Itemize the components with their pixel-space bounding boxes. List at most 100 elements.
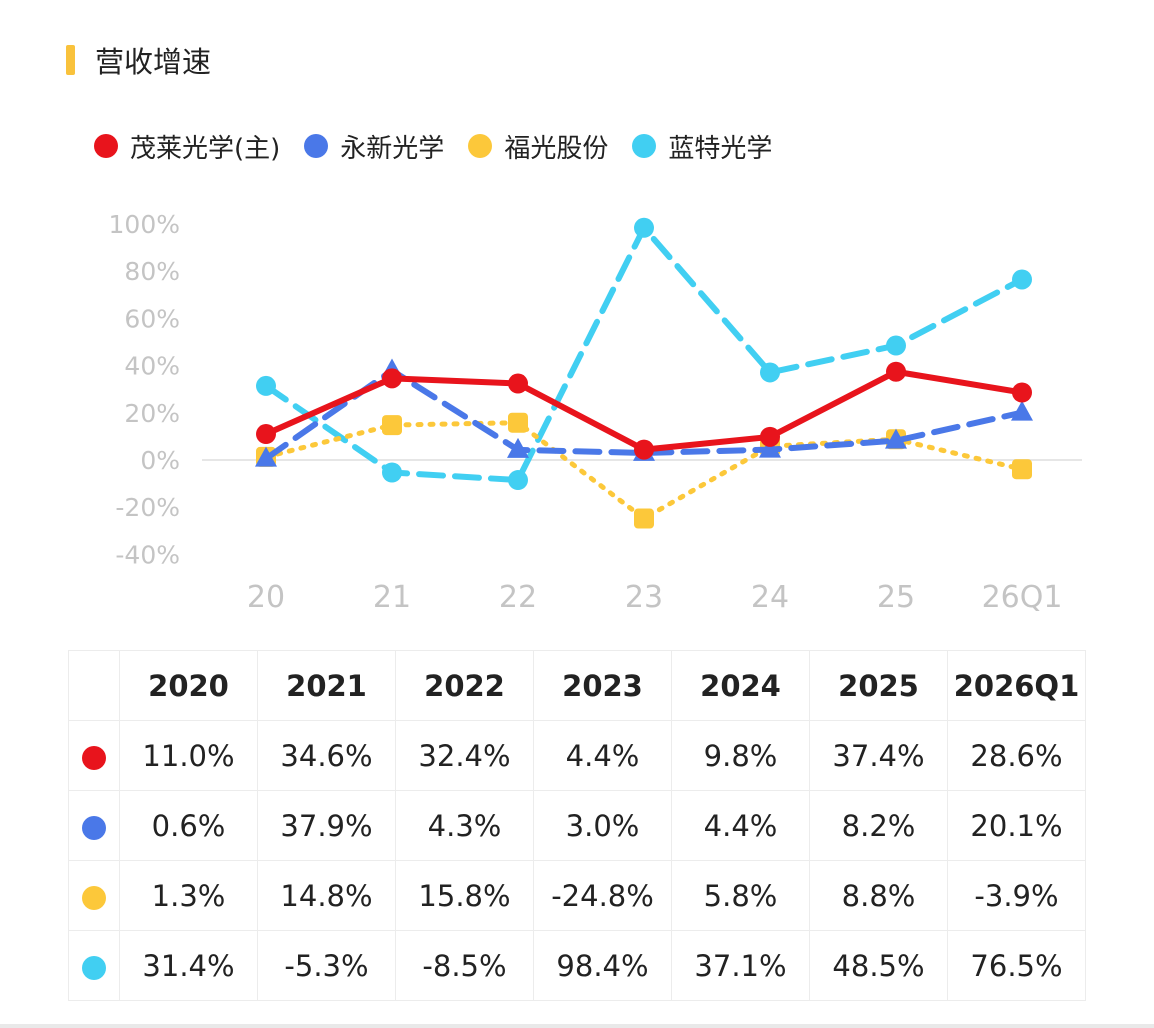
y-tick-label: 80%	[124, 257, 180, 286]
title-accent-bar	[66, 45, 75, 75]
series-3-point	[382, 462, 402, 483]
table-cell: 5.8%	[671, 860, 810, 931]
y-tick-label: 20%	[124, 399, 180, 428]
series-3-point	[508, 470, 528, 491]
table-cell: 9.8%	[671, 720, 810, 791]
header-cell: 2022	[395, 650, 534, 721]
legend-label-2: 福光股份	[504, 133, 609, 164]
series-0-point	[634, 439, 654, 460]
series-0-point	[256, 424, 276, 445]
line-chart: -40% -20% 0% 20% 40% 60% 80% 100% 20 21 22 23 24 25 26…	[109, 210, 1082, 615]
table-cell: 20.1%	[947, 790, 1086, 861]
table-cell: 31.4%	[119, 930, 258, 1001]
table-cell: 0.6%	[119, 790, 258, 861]
row-marker-1	[82, 815, 106, 840]
bottom-divider	[0, 1024, 1154, 1028]
section-title: 营收增速	[95, 45, 212, 79]
table-cell: -5.3%	[257, 930, 396, 1001]
table-row: 11.0% 34.6% 32.4% 4.4% 9.8% 37.4% 28.6%	[68, 720, 1086, 791]
chart-legend: 茂莱光学(主) 永新光学 福光股份 蓝特光学	[94, 124, 796, 168]
y-tick-label: 60%	[124, 304, 180, 333]
series-1-point	[759, 437, 781, 458]
header-cell: 2026Q1	[947, 650, 1086, 721]
series-2-point	[634, 508, 654, 529]
series-0-point	[382, 368, 402, 389]
series-2-point	[508, 412, 528, 433]
section-header: 营收增速	[66, 38, 211, 82]
series-1-point	[255, 446, 277, 467]
row-marker-3	[82, 955, 106, 980]
legend-label-3: 蓝特光学	[668, 133, 773, 164]
series-0-point	[1012, 382, 1032, 403]
series-1-point	[1011, 400, 1033, 421]
table-row: 0.6% 37.9% 4.3% 3.0% 4.4% 8.2% 20.1%	[68, 790, 1086, 861]
legend-item-3[interactable]: 蓝特光学	[632, 128, 772, 165]
series-0-point	[508, 373, 528, 394]
table-cell: 76.5%	[947, 930, 1086, 1001]
header-cell: 2021	[257, 650, 396, 721]
legend-label-0: 茂莱光学(主)	[130, 133, 281, 164]
table-cell: -24.8%	[533, 860, 672, 931]
series-3-point	[886, 335, 906, 356]
table-cell: 8.2%	[809, 790, 948, 861]
table-cell: 98.4%	[533, 930, 672, 1001]
y-tick-label: 0%	[140, 446, 180, 475]
series-0-point	[760, 426, 780, 447]
x-tick-label: 21	[373, 580, 411, 615]
table-row: 31.4% -5.3% -8.5% 98.4% 37.1% 48.5% 76.5…	[68, 930, 1086, 1001]
x-tick-label: 20	[247, 580, 285, 615]
table-cell: 15.8%	[395, 860, 534, 931]
data-table: 2020 2021 2022 2023 2024 2025 2026Q1 11.…	[68, 650, 1086, 1001]
table-row: 1.3% 14.8% 15.8% -24.8% 5.8% 8.8% -3.9%	[68, 860, 1086, 931]
header-cell: 2023	[533, 650, 672, 721]
row-marker-2	[82, 885, 106, 910]
series-2-point	[1012, 459, 1032, 480]
table-cell: 14.8%	[257, 860, 396, 931]
header-cell: 2020	[119, 650, 258, 721]
legend-marker-3	[632, 134, 657, 158]
table-cell: 37.9%	[257, 790, 396, 861]
series-3-point	[760, 362, 780, 383]
row-marker-0	[82, 745, 106, 770]
y-tick-label: 100%	[109, 210, 180, 239]
table-cell: 11.0%	[119, 720, 258, 791]
y-tick-label: -40%	[115, 540, 180, 569]
legend-marker-2	[468, 134, 493, 158]
legend-item-2[interactable]: 福光股份	[468, 128, 608, 165]
header-cell: 2024	[671, 650, 810, 721]
legend-marker-0	[94, 134, 118, 158]
table-cell: 4.4%	[533, 720, 672, 791]
header-corner	[68, 650, 120, 721]
table-cell: 1.3%	[119, 860, 258, 931]
table-cell: 8.8%	[809, 860, 948, 931]
header-cell: 2025	[809, 650, 948, 721]
x-tick-label: 26Q1	[982, 580, 1063, 615]
series-1-point	[507, 437, 529, 458]
y-tick-label: 40%	[124, 352, 180, 381]
legend-item-1[interactable]: 永新光学	[304, 128, 444, 165]
table-cell: 34.6%	[257, 720, 396, 791]
x-tick-label: 22	[499, 580, 537, 615]
legend-label-1: 永新光学	[340, 133, 445, 164]
table-cell: 4.3%	[395, 790, 534, 861]
table-cell: 37.1%	[671, 930, 810, 1001]
table-cell: 48.5%	[809, 930, 948, 1001]
table-cell: 4.4%	[671, 790, 810, 861]
series-3-point	[634, 217, 654, 238]
x-tick-label: 23	[625, 580, 663, 615]
table-cell: 3.0%	[533, 790, 672, 861]
table-cell: 28.6%	[947, 720, 1086, 791]
series-3-point	[1012, 269, 1032, 290]
series-1-point	[885, 428, 907, 449]
table-cell: -3.9%	[947, 860, 1086, 931]
x-tick-label: 25	[877, 580, 915, 615]
table-cell: -8.5%	[395, 930, 534, 1001]
y-tick-label: -20%	[115, 493, 180, 522]
series-2-point	[382, 415, 402, 436]
legend-marker-1	[304, 134, 329, 158]
table-cell: 32.4%	[395, 720, 534, 791]
series-0-point	[886, 361, 906, 382]
table-header-row: 2020 2021 2022 2023 2024 2025 2026Q1	[68, 650, 1086, 721]
legend-item-0[interactable]: 茂莱光学(主)	[94, 128, 280, 165]
series-3-point	[256, 375, 276, 396]
